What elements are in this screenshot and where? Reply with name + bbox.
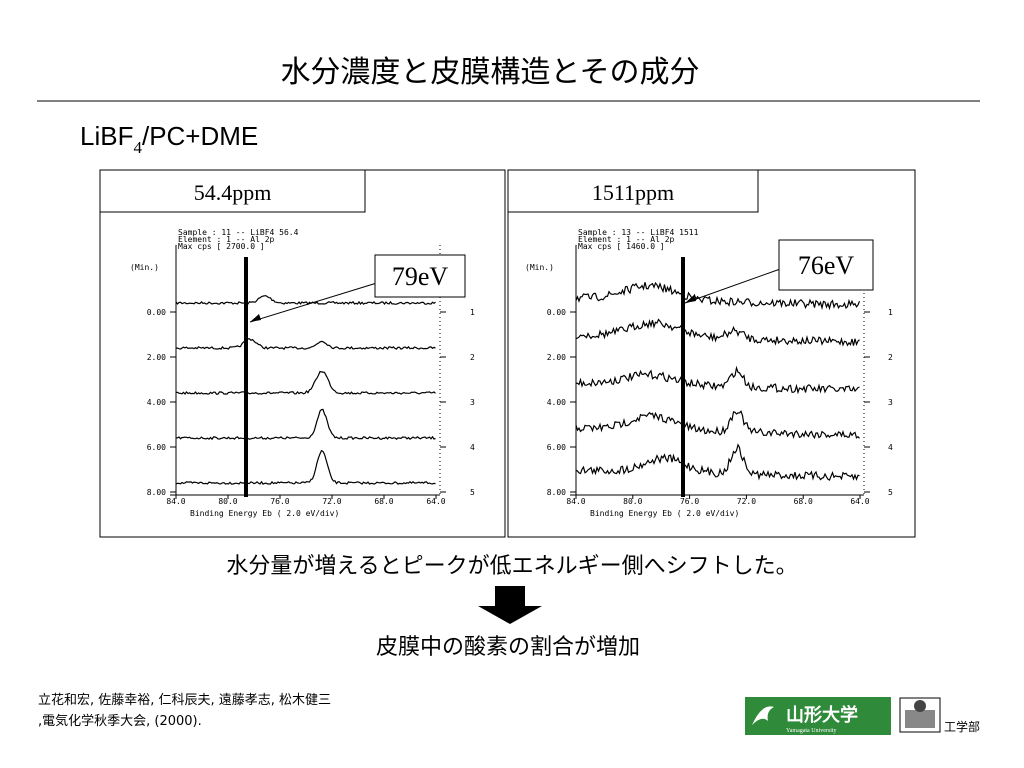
y-tick-label: 6.00 xyxy=(147,443,166,452)
panel-frame xyxy=(507,169,916,538)
result: 皮膜中の酸素の割合が増加 xyxy=(376,635,640,660)
y-axis-title: (Min.) xyxy=(525,263,554,272)
spectrum-curve xyxy=(575,365,860,395)
slide-title: 水分濃度と皮膜構造とその成分 xyxy=(280,55,699,90)
y-tick-label: 0.00 xyxy=(547,308,566,317)
panel-label: 1511ppm xyxy=(592,180,674,205)
curve-index: 2 xyxy=(888,353,893,362)
spectrum-header: Max cps [ 1460.0 ] xyxy=(578,242,665,251)
spectrum-header: Sample : 11 -- LiBF4 56.4 xyxy=(178,228,299,237)
spectrum-curve xyxy=(575,443,860,482)
logo: 山形大学 Yamagata University 工学部 xyxy=(745,697,980,735)
spectrum-curve xyxy=(175,338,436,351)
reference-line: 立花和宏, 佐藤幸裕, 仁科辰夫, 遠藤孝志, 松木健三 xyxy=(38,692,331,708)
curve-index: 2 xyxy=(470,353,475,362)
curve-index: 4 xyxy=(888,443,893,452)
annotation-box xyxy=(778,239,874,291)
x-axis-title: Binding Energy Eb ( 2.0 eV/div) xyxy=(190,509,339,518)
x-tick-label: 76.0 xyxy=(270,497,289,506)
subtitle-rest: /PC+DME xyxy=(142,121,258,151)
y-tick-label: 4.00 xyxy=(147,398,166,407)
x-tick-label: 72.0 xyxy=(322,497,341,506)
panel-label-box xyxy=(99,169,366,213)
y-tick-label: 2.00 xyxy=(147,353,166,362)
curve-index: 1 xyxy=(888,308,893,317)
panel-label: 54.4ppm xyxy=(194,180,272,205)
spectrum-header: Element : 1 -- Al 2p xyxy=(578,235,675,244)
logo-faculty: 工学部 xyxy=(944,719,980,734)
x-tick-label: 84.0 xyxy=(166,497,185,506)
x-tick-label: 80.0 xyxy=(218,497,237,506)
subtitle-sub: 4 xyxy=(133,138,142,157)
x-tick-label: 64.0 xyxy=(850,497,869,506)
spectrum-header: Sample : 13 -- LiBF4 1511 xyxy=(578,228,699,237)
annotation-box xyxy=(374,254,466,298)
y-tick-label: 6.00 xyxy=(547,443,566,452)
down-arrow xyxy=(478,586,542,624)
spectrum-curve xyxy=(175,370,436,395)
curve-index: 3 xyxy=(470,398,475,407)
x-axis-title: Binding Energy Eb ( 2.0 eV/div) xyxy=(590,509,739,518)
spectrum-curve xyxy=(175,449,436,485)
x-tick-label: 76.0 xyxy=(680,497,699,506)
spectrum-curve xyxy=(175,295,436,306)
spectrum-header: Max cps [ 2700.0 ] xyxy=(178,242,265,251)
spectrum-panel: 54.4ppm Sample : 11 -- LiBF4 56.4Element … xyxy=(99,169,506,538)
spectrum-curve xyxy=(175,408,436,441)
spectrum-curve xyxy=(575,410,860,440)
x-tick-label: 64.0 xyxy=(426,497,445,506)
arrow-head xyxy=(250,314,261,322)
annotation-arrow xyxy=(684,267,784,304)
curve-index: 5 xyxy=(888,488,893,497)
annotation: 79eV xyxy=(392,262,449,291)
spectrum-curve xyxy=(575,318,860,347)
curve-index: 1 xyxy=(470,308,475,317)
x-tick-label: 68.0 xyxy=(794,497,813,506)
curve-index: 5 xyxy=(470,488,475,497)
annotation: 76eV xyxy=(798,251,855,280)
x-tick-label: 72.0 xyxy=(737,497,756,506)
logo-english: Yamagata University xyxy=(786,728,837,734)
conclusion: 水分量が増えるとピークが低エネルギー側へシフトした。 xyxy=(226,554,797,579)
y-axis-title: (Min.) xyxy=(130,263,159,272)
x-tick-label: 84.0 xyxy=(566,497,585,506)
y-tick-label: 8.00 xyxy=(547,488,566,497)
spectrum-header: Element : 1 -- Al 2p xyxy=(178,235,275,244)
y-tick-label: 8.00 xyxy=(147,488,166,497)
panel-label-box xyxy=(507,169,759,213)
logo-name: 山形大学 xyxy=(786,704,858,726)
curve-index: 4 xyxy=(470,443,475,452)
annotation-arrow xyxy=(249,281,381,323)
curve-index: 3 xyxy=(888,398,893,407)
spectrum-panel: 1511ppm Sample : 13 -- LiBF4 1511Element … xyxy=(507,169,916,538)
reference-line: ,電気化学秋季大会, (2000). xyxy=(38,713,202,729)
x-tick-label: 68.0 xyxy=(374,497,393,506)
x-tick-label: 80.0 xyxy=(623,497,642,506)
subtitle-main: LiBF xyxy=(80,121,133,151)
y-tick-label: 0.00 xyxy=(147,308,166,317)
spectrum-curve xyxy=(575,281,861,311)
y-tick-label: 4.00 xyxy=(547,398,566,407)
subtitle: LiBF4/PC+DME xyxy=(80,121,258,157)
y-tick-label: 2.00 xyxy=(547,353,566,362)
arrow-head xyxy=(685,295,696,303)
